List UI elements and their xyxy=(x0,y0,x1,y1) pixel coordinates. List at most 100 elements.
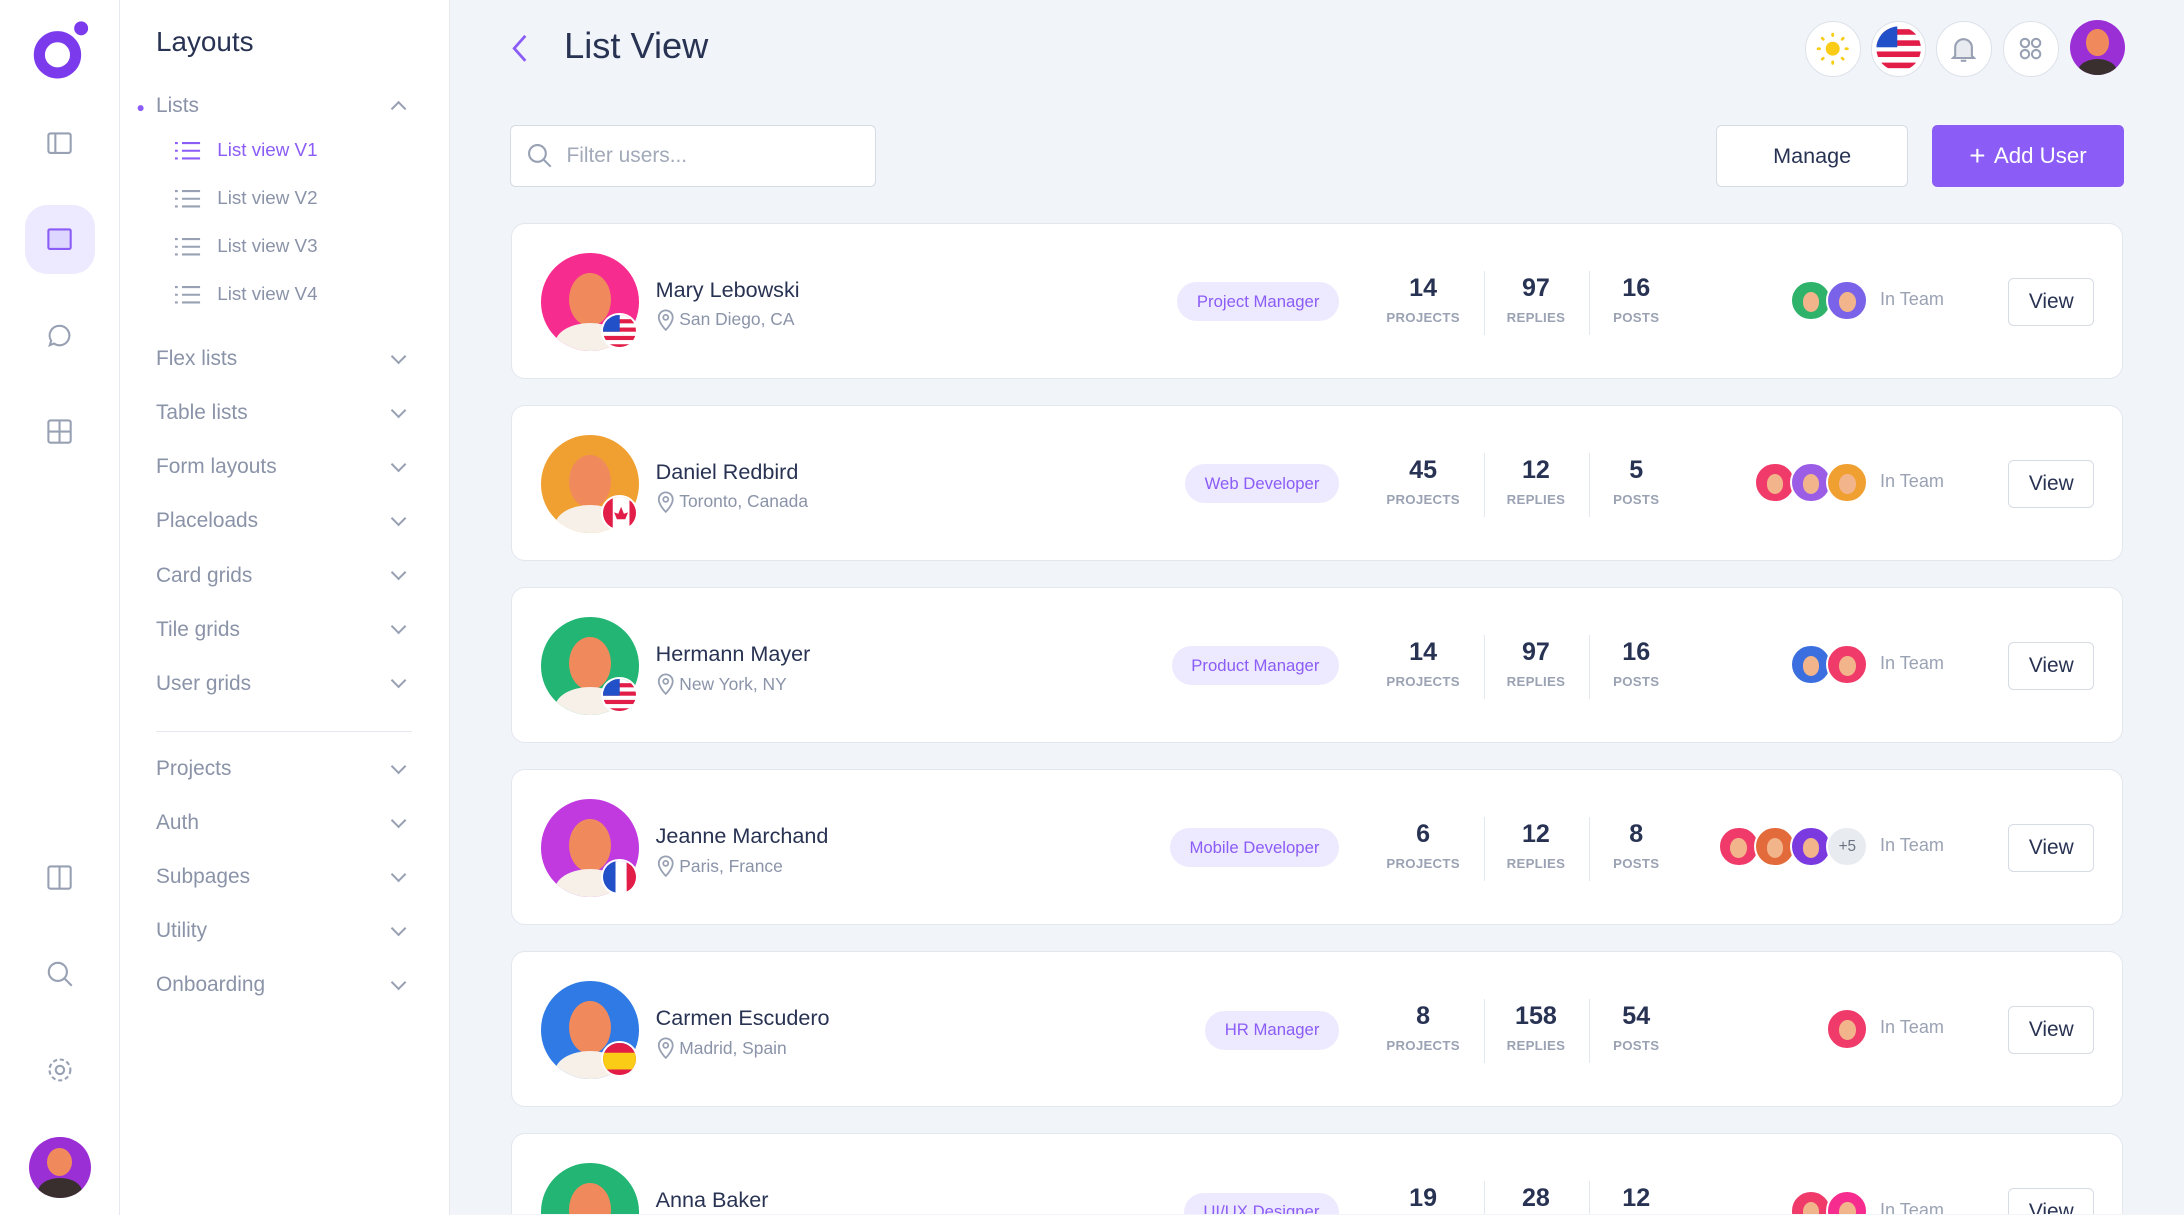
filter-users-input[interactable] xyxy=(566,143,846,168)
user-avatar[interactable] xyxy=(541,799,639,897)
sidebar-item-label: List view V1 xyxy=(217,139,318,161)
logo-icon[interactable] xyxy=(31,20,92,81)
team-member-avatar[interactable] xyxy=(1790,461,1832,504)
nav-group[interactable]: Subpages xyxy=(156,860,412,893)
view-button[interactable]: View xyxy=(2008,278,2095,326)
view-button[interactable]: View xyxy=(2008,1006,2095,1054)
notifications-button[interactable] xyxy=(1936,20,1992,77)
divider xyxy=(1484,999,1486,1064)
user-location: Madrid, Spain xyxy=(656,1037,787,1060)
sidebar-item-label: List view V2 xyxy=(217,187,318,209)
user-avatar[interactable] xyxy=(29,1136,91,1198)
user-location: Paris, France xyxy=(656,855,783,878)
view-button[interactable]: View xyxy=(2008,642,2095,690)
user-name[interactable]: Anna Baker xyxy=(655,1187,769,1212)
team-member-avatar[interactable] xyxy=(1826,1007,1869,1050)
nav-group[interactable]: Card grids xyxy=(156,559,412,592)
team-member-avatar[interactable] xyxy=(1790,279,1832,322)
nav-group[interactable]: Utility xyxy=(156,914,412,947)
window-icon[interactable] xyxy=(25,204,95,275)
divider xyxy=(1588,453,1590,518)
nav-group[interactable]: Auth xyxy=(156,806,412,839)
map-pin-icon xyxy=(657,855,674,878)
projects-value: 6 xyxy=(1416,820,1431,849)
divider xyxy=(155,731,413,732)
chevron-down-icon xyxy=(390,456,407,473)
team-member-avatar[interactable] xyxy=(1717,825,1760,868)
chat-icon[interactable] xyxy=(25,301,95,371)
team-member-avatar[interactable] xyxy=(1826,279,1869,322)
columns-icon[interactable] xyxy=(25,843,95,913)
chevron-down-icon xyxy=(390,348,407,365)
nav-label: Table lists xyxy=(155,401,248,425)
divider xyxy=(1484,635,1486,700)
sidebar-item-list-view-v3[interactable]: List view V3 xyxy=(175,235,318,257)
replies-value: 97 xyxy=(1521,273,1550,302)
nav-group[interactable]: Table lists xyxy=(156,397,412,430)
sidebar-item-label: List view V4 xyxy=(217,283,318,305)
user-avatar[interactable] xyxy=(541,1163,639,1214)
nav-label: Flex lists xyxy=(155,347,238,371)
posts-value: 8 xyxy=(1629,820,1644,849)
posts-value: 16 xyxy=(1622,273,1651,302)
nav-group[interactable]: Placeloads xyxy=(156,505,412,538)
team-member-avatar[interactable] xyxy=(1753,461,1796,504)
add-user-label: Add User xyxy=(1993,142,2087,168)
divider xyxy=(1484,1181,1486,1214)
team-member-avatar[interactable] xyxy=(1826,461,1869,504)
user-name[interactable]: Daniel Redbird xyxy=(655,458,799,484)
nav-label: Auth xyxy=(155,810,199,834)
view-button[interactable]: View xyxy=(2008,824,2095,872)
user-name[interactable]: Jeanne Marchand xyxy=(655,822,829,848)
replies-label: REPLIES xyxy=(1506,856,1566,872)
in-team-label: In Team xyxy=(1879,1017,1944,1038)
sidebar-item-list-view-v1[interactable]: List view V1 xyxy=(175,139,318,161)
view-button[interactable]: View xyxy=(2008,1188,2095,1214)
filter-users-field[interactable] xyxy=(509,125,877,187)
user-name[interactable]: Carmen Escudero xyxy=(655,1004,830,1030)
user-name[interactable]: Hermann Mayer xyxy=(655,640,811,666)
theme-toggle[interactable] xyxy=(1805,20,1861,77)
team-avatars xyxy=(1790,279,1869,322)
sidebar-item-list-view-v2[interactable]: List view V2 xyxy=(175,187,318,209)
nav-group[interactable]: User grids xyxy=(156,667,412,700)
view-button[interactable]: View xyxy=(2008,460,2095,508)
view-label: View xyxy=(2028,835,2074,859)
settings-icon[interactable] xyxy=(25,1035,95,1105)
nav-group[interactable]: Onboarding xyxy=(156,968,412,1001)
language-flag-us[interactable] xyxy=(1870,20,1927,77)
search-icon[interactable] xyxy=(25,939,95,1009)
page-title: List View xyxy=(564,25,709,67)
team-member-avatar[interactable] xyxy=(1790,825,1832,868)
team-member-avatar[interactable] xyxy=(1753,825,1796,868)
add-user-button[interactable]: + Add User xyxy=(1931,125,2125,187)
view-label: View xyxy=(2028,289,2074,313)
view-label: View xyxy=(2028,471,2074,495)
manage-button[interactable]: Manage xyxy=(1716,125,1909,187)
sidebar-icon[interactable] xyxy=(25,109,95,179)
nav-lists[interactable]: ● Lists xyxy=(136,89,412,122)
back-arrow-icon[interactable] xyxy=(510,33,530,64)
team-more-count[interactable]: +5 xyxy=(1826,825,1869,868)
team-avatars xyxy=(1826,1007,1869,1050)
grid-icon[interactable] xyxy=(25,397,95,467)
stat-projects: 19PROJECTS xyxy=(1374,1184,1472,1214)
user-card: Daniel Redbird Toronto, Canada Web Devel… xyxy=(511,404,2123,561)
nav-group[interactable]: Flex lists xyxy=(156,343,412,376)
profile-avatar[interactable] xyxy=(2069,19,2126,76)
fr-flag-icon xyxy=(601,859,638,896)
apps-button[interactable] xyxy=(2002,20,2059,77)
chevron-down-icon xyxy=(390,812,407,828)
user-name[interactable]: Mary Lebowski xyxy=(655,276,800,302)
team-member-avatar[interactable] xyxy=(1826,643,1869,686)
us-flag-icon xyxy=(601,677,638,714)
user-card: Anna Baker UI/UX Designer 19PROJECTS 28R… xyxy=(511,1133,2123,1214)
team-member-avatar[interactable] xyxy=(1826,1189,1869,1214)
nav-group[interactable]: Form layouts xyxy=(156,451,412,484)
divider xyxy=(1484,453,1486,518)
sidebar-item-list-view-v4[interactable]: List view V4 xyxy=(175,283,318,305)
replies-label: REPLIES xyxy=(1506,491,1566,507)
nav-group[interactable]: Tile grids xyxy=(156,613,412,646)
nav-group[interactable]: Projects xyxy=(156,752,412,785)
stat-posts: 54 POSTS xyxy=(1587,1002,1685,1053)
